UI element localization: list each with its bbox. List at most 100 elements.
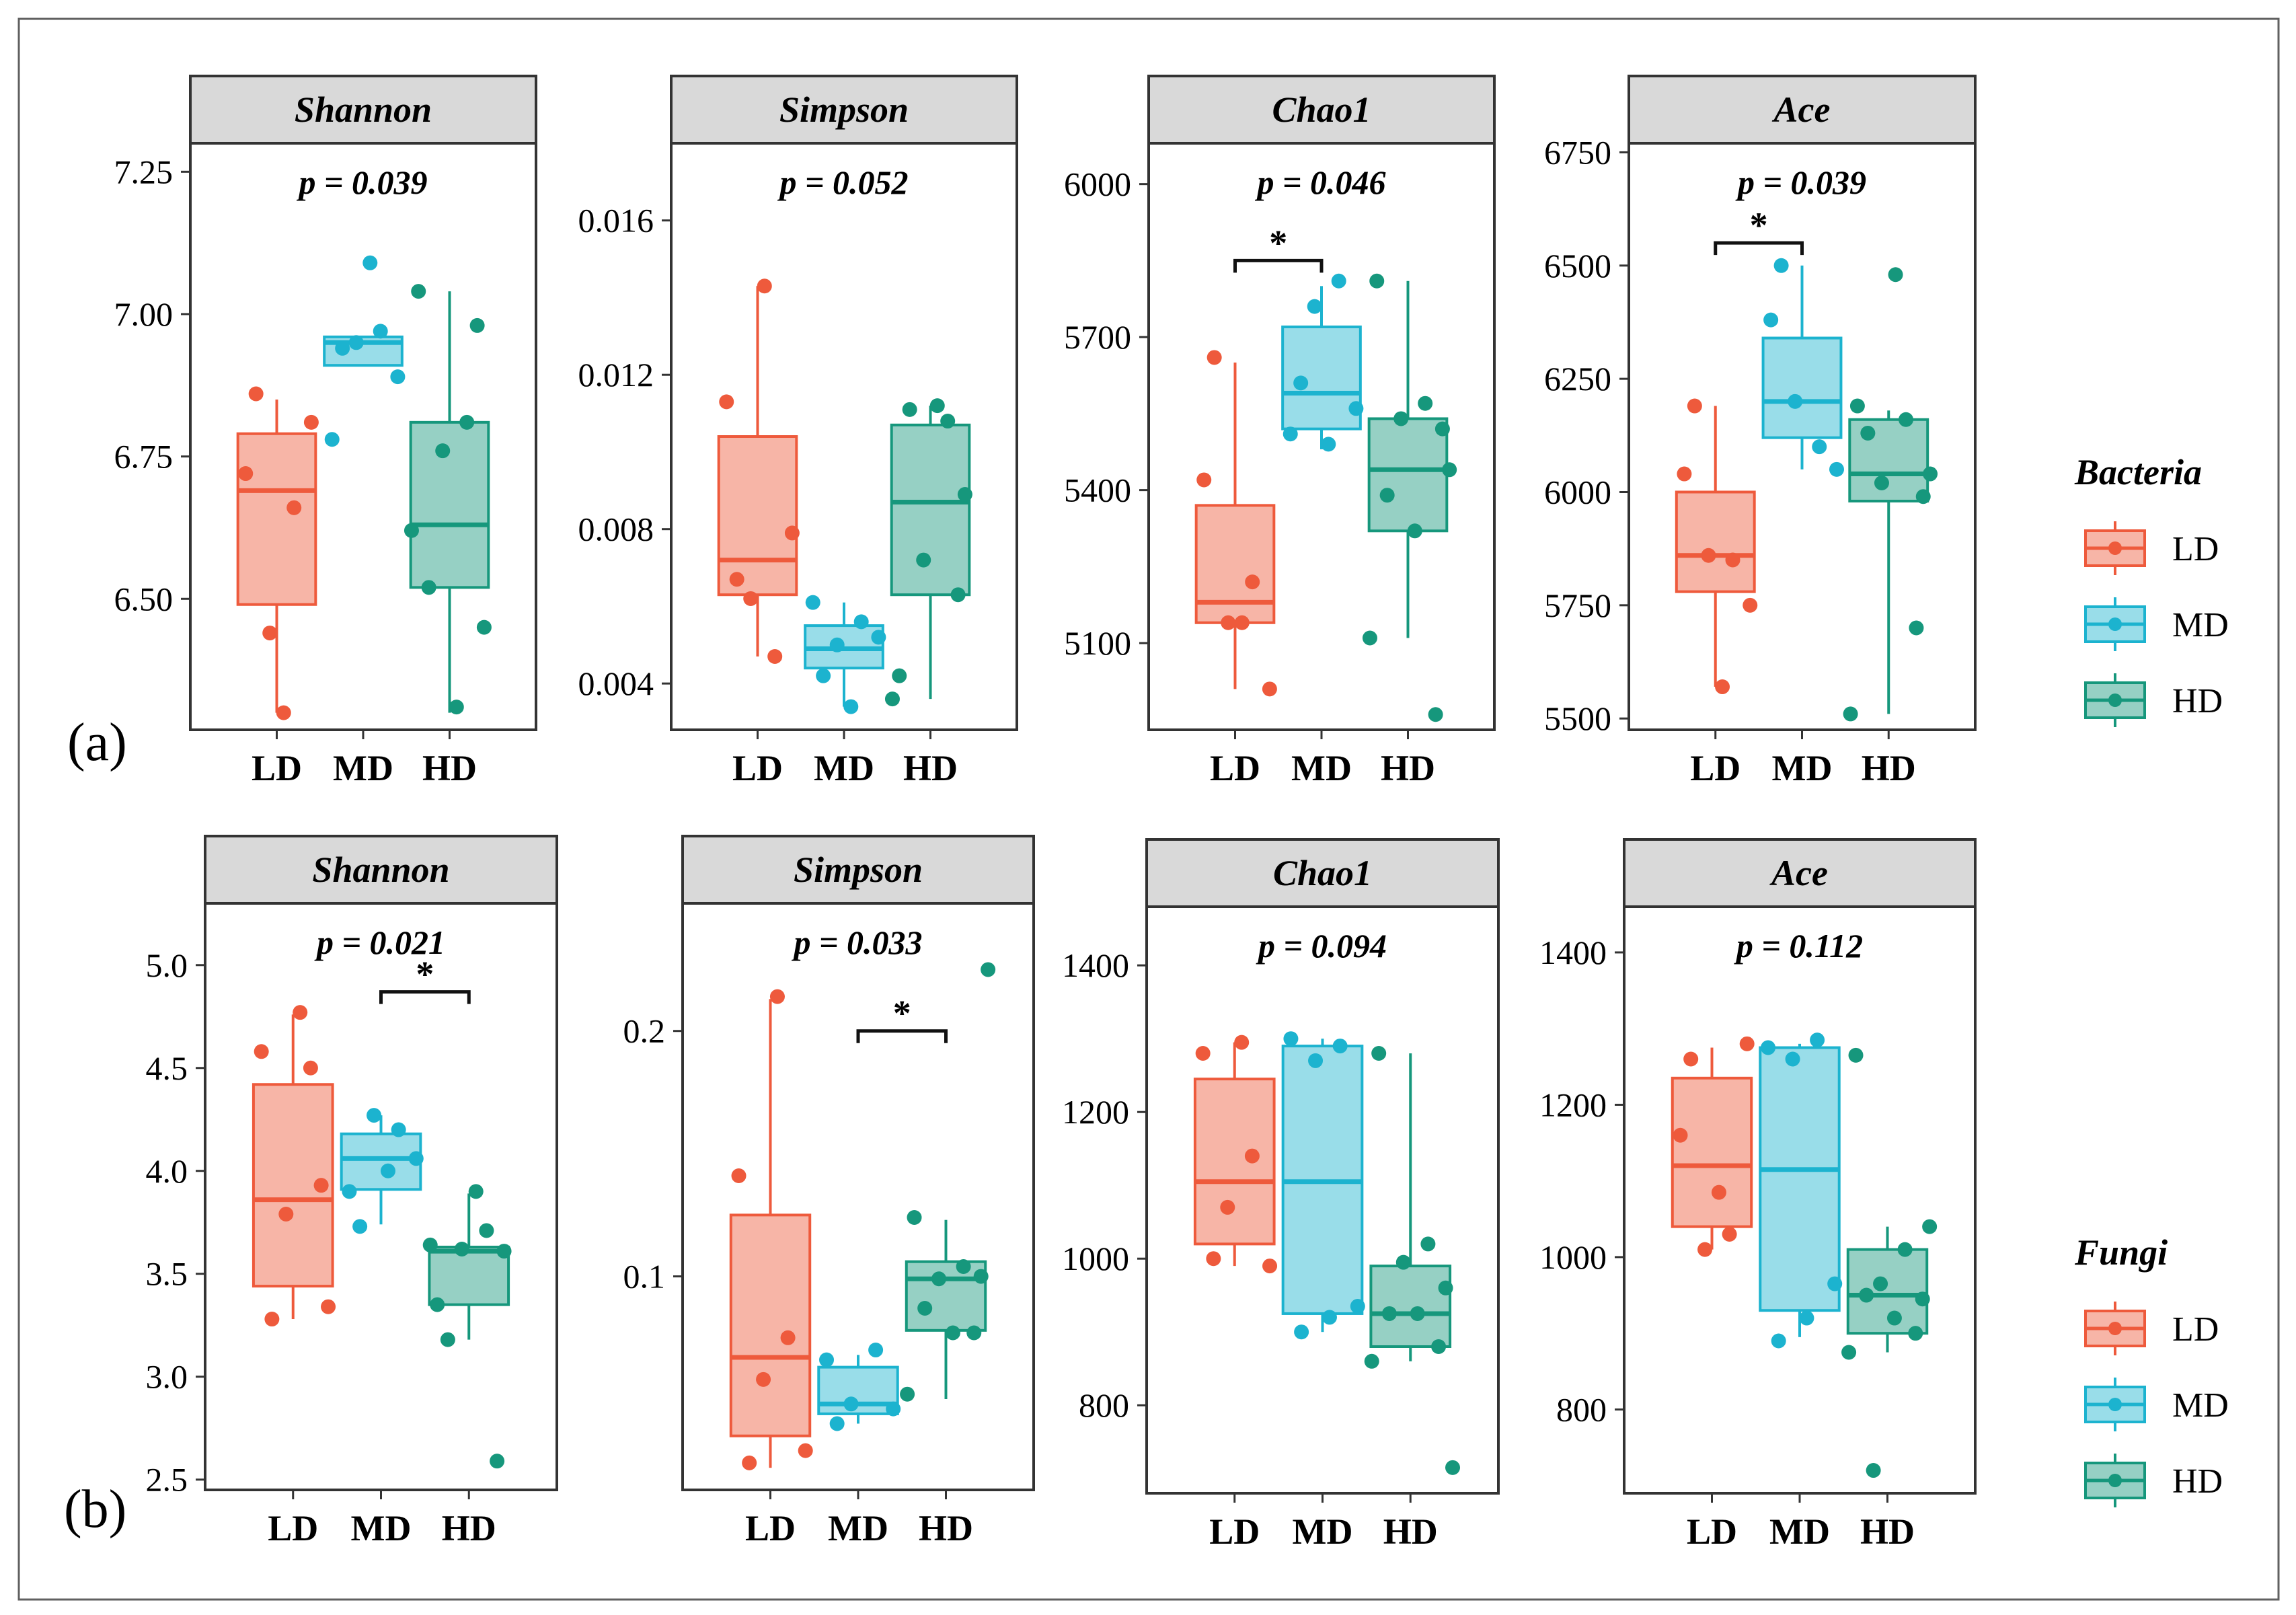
data-point-hd: [459, 414, 475, 430]
data-point-md: [335, 340, 350, 356]
y-tick-label: 1400: [1539, 934, 1607, 971]
data-point-md: [1308, 1053, 1324, 1068]
data-point-ld: [1234, 1035, 1250, 1050]
data-point-hd: [1438, 1280, 1453, 1295]
data-point-hd: [1371, 1046, 1387, 1061]
y-tick-label: 0.012: [578, 356, 654, 393]
data-point-md: [1331, 273, 1346, 289]
data-point-hd: [411, 284, 426, 299]
data-point-hd: [884, 691, 900, 707]
data-point-ld: [1739, 1036, 1755, 1051]
significance-bracket: [1714, 241, 1804, 256]
chart-panel-8: Ace 800 1000 1200 1400 LD MD HD p = 0.112: [1539, 838, 1977, 1552]
y-tick-label: 5100: [1064, 624, 1131, 662]
data-point-hd: [1849, 398, 1865, 414]
data-point-hd: [1841, 1345, 1857, 1360]
data-point-ld: [731, 1168, 747, 1183]
data-point-hd: [1915, 1291, 1930, 1307]
x-tick-label: MD: [1293, 1511, 1353, 1552]
x-tick-label: LD: [745, 1508, 796, 1548]
data-point-ld: [264, 1312, 280, 1327]
data-point-hd: [440, 1332, 455, 1347]
x-tick-label: LD: [1687, 1511, 1737, 1552]
x-tick-label: MD: [1291, 748, 1352, 788]
data-point-md: [1293, 375, 1309, 391]
data-point-hd: [956, 1259, 971, 1274]
data-point-md: [1322, 1310, 1337, 1325]
data-point-hd: [907, 1210, 922, 1226]
data-point-md: [843, 1396, 859, 1412]
panel-label-b: (b): [64, 1480, 126, 1539]
data-point-ld: [767, 649, 783, 664]
data-point-hd: [435, 443, 451, 459]
y-tick-label: 5400: [1064, 472, 1131, 509]
data-point-ld: [1206, 1251, 1221, 1267]
y-tick-label: 1200: [1062, 1093, 1129, 1131]
chart-panel-3: Chao1 5100 5400 5700 6000 LD MD HD p = 0.046 *: [1064, 75, 1496, 788]
data-point-md: [1763, 312, 1779, 328]
significance-star: *: [1269, 223, 1287, 263]
data-point-md: [805, 595, 820, 610]
data-point-hd: [1873, 1276, 1888, 1291]
x-tick-label: HD: [422, 748, 477, 788]
y-tick-label: 3.5: [146, 1255, 188, 1293]
y-tick-label: 1000: [1062, 1240, 1129, 1277]
y-tick-label: 5500: [1544, 700, 1611, 737]
data-point-ld: [1262, 1259, 1278, 1274]
strip-title: Shannon: [312, 850, 449, 890]
data-point-hd: [892, 668, 907, 683]
chart-panel-6: Simpson 0.1 0.2 LD MD HD p = 0.033 *: [623, 835, 1035, 1548]
data-point-ld: [719, 394, 734, 410]
data-point-hd: [1859, 1287, 1874, 1303]
data-point-hd: [1899, 412, 1913, 427]
significance-bracket: [379, 990, 471, 1004]
data-point-ld: [1722, 1226, 1737, 1242]
box-hd: [409, 420, 490, 589]
data-point-md: [1307, 299, 1322, 314]
data-point-md: [1773, 258, 1789, 273]
data-point-ld: [1234, 615, 1250, 630]
data-point-hd: [1431, 1339, 1447, 1354]
data-point-md: [829, 1416, 845, 1431]
data-point-hd: [479, 1223, 494, 1238]
data-point-hd: [916, 552, 931, 568]
y-tick-label: 6000: [1544, 473, 1611, 511]
y-tick-label: 0.016: [578, 202, 654, 239]
y-tick-label: 6750: [1544, 133, 1611, 171]
x-tick-label: HD: [1381, 748, 1435, 788]
y-tick-label: 1400: [1062, 946, 1129, 984]
data-point-hd: [1364, 1353, 1379, 1369]
y-tick-label: 6000: [1064, 165, 1131, 203]
data-point-md: [352, 1219, 368, 1234]
y-tick-label: 6.75: [114, 438, 174, 476]
y-tick-label: 5.0: [146, 946, 188, 984]
y-tick-label: 0.008: [578, 511, 654, 548]
data-point-ld: [303, 414, 319, 430]
data-point-ld: [742, 1455, 757, 1470]
p-value-label: p = 0.052: [777, 163, 909, 201]
data-point-ld: [278, 1207, 294, 1222]
data-point-md: [1332, 1039, 1348, 1054]
data-point-ld: [321, 1299, 336, 1314]
y-tick-label: 800: [1556, 1390, 1607, 1428]
data-point-md: [1771, 1333, 1786, 1349]
x-tick-label: MD: [351, 1508, 412, 1548]
data-point-md: [1810, 1032, 1825, 1048]
data-point-hd: [900, 1386, 915, 1402]
data-point-hd: [496, 1244, 512, 1259]
y-tick-label: 4.0: [146, 1152, 188, 1190]
box-ld: [1193, 1078, 1276, 1246]
data-point-hd: [966, 1325, 982, 1341]
legend-label-ld: LD: [2172, 1310, 2219, 1349]
data-point-ld: [303, 1060, 318, 1076]
x-tick-label: MD: [1772, 748, 1833, 788]
data-point-md: [373, 324, 388, 339]
y-tick-label: 7.25: [114, 153, 174, 190]
y-tick-label: 4.5: [146, 1049, 188, 1087]
x-tick-label: HD: [1860, 1511, 1915, 1552]
x-tick-label: LD: [1209, 1511, 1260, 1552]
data-point-hd: [1381, 1306, 1397, 1321]
data-point-ld: [1221, 615, 1236, 630]
data-point-ld: [1743, 597, 1758, 613]
